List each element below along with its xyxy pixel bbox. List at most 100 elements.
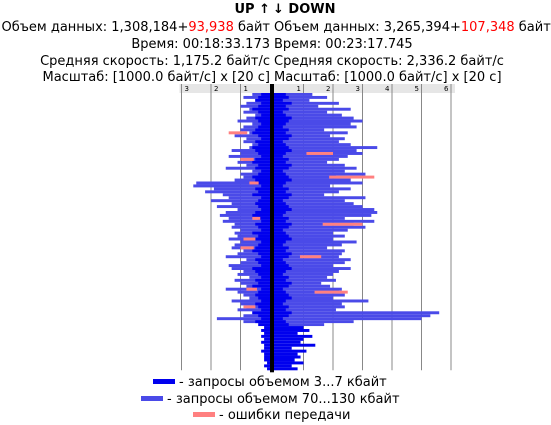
down-bar-small bbox=[274, 205, 289, 209]
down-bar-small bbox=[274, 107, 289, 111]
up-bar-small bbox=[258, 261, 270, 265]
down-bar-small bbox=[274, 196, 289, 200]
up-bar-small bbox=[252, 146, 270, 150]
up-bar-small bbox=[258, 225, 270, 229]
down-bar-large bbox=[274, 125, 357, 129]
down-bar-small bbox=[274, 178, 292, 182]
up-bar-large bbox=[249, 275, 270, 279]
up-bar-small bbox=[261, 208, 270, 211]
up-bar-small bbox=[252, 193, 270, 197]
down-bar-small bbox=[274, 355, 301, 359]
up-bar-large bbox=[222, 219, 270, 223]
down-bar-small bbox=[274, 104, 286, 108]
down-bar-small bbox=[274, 358, 295, 362]
down-bar-small bbox=[274, 326, 304, 329]
down-bar-large bbox=[274, 137, 345, 141]
up-volume-main: 1,308,184 bbox=[111, 20, 178, 35]
up-bar-large bbox=[234, 278, 270, 282]
legend-swatch-small bbox=[153, 379, 175, 384]
down-bar-large bbox=[274, 122, 351, 126]
up-bar-large bbox=[240, 281, 270, 285]
up-bar-small bbox=[261, 317, 270, 321]
down-bar-small bbox=[274, 240, 286, 244]
down-bar-large bbox=[274, 258, 351, 262]
down-bar-large bbox=[274, 199, 345, 203]
up-bar-small bbox=[264, 331, 270, 335]
up-bar-small bbox=[255, 166, 270, 170]
up-bar-small bbox=[261, 169, 270, 173]
down-bar-small bbox=[274, 252, 292, 256]
legend-item-small: - запросы объемом 3...7 кбайт bbox=[153, 374, 387, 392]
down-bar-small bbox=[274, 172, 286, 176]
up-bar-small bbox=[261, 184, 270, 188]
down-bar-large bbox=[274, 128, 325, 132]
up-volume-prefix: Объем данных: bbox=[1, 20, 112, 35]
down-bar-small bbox=[274, 154, 283, 158]
up-bar-small bbox=[261, 101, 270, 105]
down-error-bar bbox=[314, 290, 348, 294]
down-bar-small bbox=[274, 234, 289, 238]
down-bar-large bbox=[274, 231, 333, 235]
up-bar-large bbox=[225, 211, 270, 214]
down-error-bar bbox=[322, 222, 363, 226]
down-volume: Объем данных: 3,265,394+107,348 байт bbox=[274, 19, 551, 36]
down-bar-small bbox=[274, 219, 286, 223]
up-bar-small bbox=[252, 107, 270, 111]
down-bar-small bbox=[274, 364, 292, 368]
down-bar-large bbox=[274, 143, 351, 147]
up-bar-small bbox=[258, 190, 270, 194]
up-volume: Объем данных: 1,308,184+93,938 байт bbox=[0, 19, 270, 36]
up-bar-small bbox=[258, 205, 270, 209]
up-bar-small bbox=[255, 128, 270, 132]
down-bar-small bbox=[274, 284, 289, 288]
down-bar-small bbox=[274, 361, 304, 365]
up-bar-small bbox=[252, 175, 270, 179]
down-bar-small bbox=[274, 320, 286, 324]
down-bar-large bbox=[274, 225, 366, 229]
up-bar-large bbox=[222, 193, 270, 197]
down-bar-small bbox=[274, 110, 283, 114]
up-bar-small bbox=[258, 172, 270, 176]
up-bar-small bbox=[255, 237, 270, 241]
up-bar-small bbox=[258, 252, 270, 256]
up-bar-small bbox=[258, 272, 270, 276]
up-bar-small bbox=[258, 216, 270, 220]
up-bar-large bbox=[234, 178, 270, 182]
down-tick-label: 5 bbox=[415, 85, 419, 93]
down-bar-large bbox=[274, 93, 313, 96]
legend-label-large: - запросы объемом 70...130 кбайт bbox=[167, 392, 400, 407]
down-bar-small bbox=[274, 184, 283, 188]
tick-strip bbox=[179, 84, 455, 93]
up-bar-small bbox=[255, 149, 270, 152]
up-bar-large bbox=[240, 228, 270, 232]
down-bar-small bbox=[274, 213, 283, 217]
up-bar-large bbox=[237, 308, 270, 312]
up-bar-small bbox=[261, 334, 270, 338]
down-bar-small bbox=[274, 101, 292, 105]
up-error-bar bbox=[228, 131, 248, 135]
down-tick-label: 1 bbox=[297, 85, 301, 93]
down-bar-small bbox=[274, 302, 283, 306]
down-bar-large bbox=[274, 299, 369, 303]
up-bar-large bbox=[196, 181, 270, 185]
down-bar-large bbox=[274, 281, 322, 285]
down-bar-large bbox=[274, 287, 342, 291]
up-bar-small bbox=[258, 243, 270, 247]
up-bar-small bbox=[261, 299, 270, 303]
down-bar-large bbox=[274, 157, 339, 161]
down-bar-small bbox=[274, 119, 289, 123]
down-bar-large bbox=[274, 181, 363, 185]
down-bar-small bbox=[274, 149, 292, 152]
up-bar-small bbox=[255, 293, 270, 297]
up-bar-large bbox=[240, 261, 270, 265]
down-bar-large bbox=[274, 202, 354, 206]
down-bar-small bbox=[274, 131, 286, 135]
down-bar-small bbox=[274, 190, 286, 194]
up-bar-small bbox=[258, 95, 270, 99]
up-error-bar bbox=[243, 237, 256, 241]
up-bar-small bbox=[261, 287, 270, 291]
up-bar-large bbox=[231, 299, 270, 303]
down-bar-large bbox=[274, 119, 363, 123]
up-bar-small bbox=[258, 323, 270, 327]
